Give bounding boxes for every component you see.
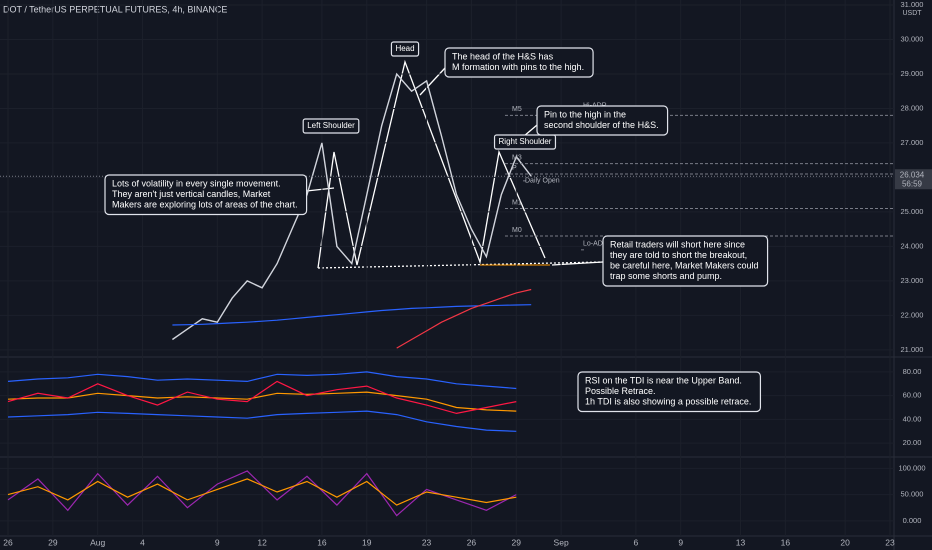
y-tick-label: 31.000 bbox=[901, 0, 924, 9]
x-tick-label: Aug bbox=[90, 537, 105, 547]
annotation-text: Possible Retrace. bbox=[585, 386, 656, 396]
neckline bbox=[317, 261, 604, 269]
last-price-badge bbox=[895, 169, 932, 190]
y-tick-label: 28.000 bbox=[901, 103, 924, 112]
y-tick-label: 100.000 bbox=[898, 463, 925, 472]
annotation-text: second shoulder of the H&S. bbox=[544, 120, 659, 130]
pattern-label-box bbox=[390, 41, 420, 57]
x-tick-label: 23 bbox=[422, 537, 432, 547]
y-tick-label: 25.000 bbox=[901, 207, 924, 216]
y-tick-label: 50.000 bbox=[901, 490, 924, 499]
x-tick-label: 26 bbox=[3, 537, 13, 547]
annotation-text: Pin to the high in the bbox=[544, 109, 626, 119]
y-tick-label: 40.00 bbox=[903, 414, 922, 423]
x-tick-label: 23 bbox=[885, 537, 895, 547]
y-tick-label: 27.000 bbox=[901, 138, 924, 147]
series-line bbox=[172, 72, 532, 341]
annotation-text: Makers are exploring lots of areas of th… bbox=[112, 199, 298, 209]
series-line bbox=[7, 380, 517, 415]
series-line bbox=[7, 391, 517, 412]
pattern-label: Head bbox=[395, 44, 414, 53]
annotation-box bbox=[577, 371, 762, 413]
pattern-label: Left Shoulder bbox=[307, 121, 355, 130]
annotation-text: be careful here, Market Makers could bbox=[610, 260, 759, 270]
pattern-label-box bbox=[302, 118, 360, 134]
y-tick-label: 23.000 bbox=[901, 276, 924, 285]
x-tick-label: 26 bbox=[467, 537, 477, 547]
annotation-box bbox=[444, 47, 594, 78]
level-label: P bbox=[512, 165, 517, 172]
x-tick-label: 6 bbox=[633, 537, 638, 547]
level-label: M3 bbox=[512, 154, 522, 161]
level-label: M5 bbox=[512, 106, 522, 113]
x-tick-label: 12 bbox=[257, 537, 267, 547]
annotation-text: trap some shorts and pump. bbox=[610, 271, 722, 281]
callout-line bbox=[419, 67, 446, 96]
y-tick-label: 20.00 bbox=[903, 438, 922, 447]
y-tick-label: 24.000 bbox=[901, 241, 924, 250]
annotation-text: The head of the H&S has bbox=[452, 51, 554, 61]
pattern-drawing bbox=[287, 59, 604, 269]
annotation-text: M formation with pins to the high. bbox=[452, 62, 584, 72]
annotation-text: they are told to short the breakout, bbox=[610, 250, 747, 260]
annotation-text: Lots of volatility in every single movem… bbox=[112, 178, 281, 188]
y-tick-label: 0.000 bbox=[903, 516, 922, 525]
x-tick-label: 16 bbox=[317, 537, 327, 547]
x-tick-label: Sep bbox=[554, 537, 569, 547]
callout-line bbox=[551, 261, 604, 266]
y-tick-label: 60.00 bbox=[903, 391, 922, 400]
series-line bbox=[396, 288, 532, 349]
level-label: M0 bbox=[512, 227, 522, 234]
pattern-label-box bbox=[493, 134, 557, 150]
x-tick-label: 9 bbox=[215, 537, 220, 547]
x-tick-label: 20 bbox=[840, 537, 850, 547]
y-tick-label: 21.000 bbox=[901, 345, 924, 354]
x-tick-label: 4 bbox=[140, 537, 145, 547]
x-tick-label: 19 bbox=[362, 537, 372, 547]
y-tick-label: 29.000 bbox=[901, 69, 924, 78]
y-tick-label: 80.00 bbox=[903, 367, 922, 376]
x-tick-label: 29 bbox=[48, 537, 58, 547]
series-line bbox=[172, 304, 532, 326]
x-tick-label: 9 bbox=[678, 537, 683, 547]
x-tick-label: 13 bbox=[736, 537, 746, 547]
pattern-label: Right Shoulder bbox=[499, 137, 552, 146]
series-line bbox=[7, 371, 517, 390]
annotation-box bbox=[104, 174, 308, 216]
x-tick-label: 29 bbox=[512, 537, 522, 547]
annotation-box bbox=[536, 105, 669, 136]
chart-title: DOT / TetherUS PERPETUAL FUTURES, 4h, BI… bbox=[3, 4, 227, 14]
level-label: Daily Open bbox=[525, 178, 560, 185]
series-line bbox=[7, 410, 517, 432]
y-tick-label: 22.000 bbox=[901, 310, 924, 319]
series-line bbox=[7, 478, 517, 506]
unit-label: USDT bbox=[902, 10, 922, 17]
level-label: M1 bbox=[512, 199, 522, 206]
pattern-zigzag bbox=[317, 59, 546, 269]
countdown-label: 56:59 bbox=[902, 179, 923, 188]
y-tick-label: 30.000 bbox=[901, 34, 924, 43]
level-label: Lo-ADR bbox=[583, 241, 608, 248]
annotation-text: RSI on the TDI is near the Upper Band. bbox=[585, 375, 742, 385]
x-tick-label: 16 bbox=[781, 537, 791, 547]
annotation-text: They aren't just vertical candles, Marke… bbox=[112, 189, 271, 199]
annotation-box bbox=[602, 235, 769, 287]
annotation-text: 1h TDI is also showing a possible retrac… bbox=[585, 396, 751, 406]
last-price-label: 26.034 bbox=[900, 170, 925, 179]
annotation-text: Retail traders will short here since bbox=[610, 239, 745, 249]
